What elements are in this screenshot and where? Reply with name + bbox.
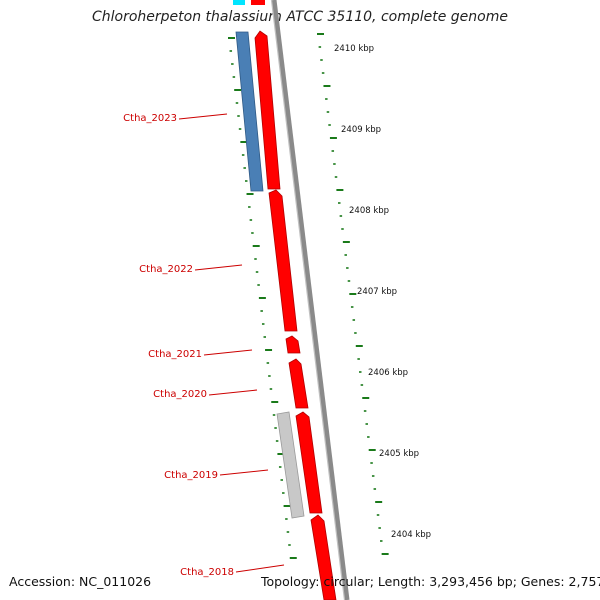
leader-line [235,564,285,573]
genome-summary-text: Topology: circular; Length: 3,293,456 bp… [261,574,600,589]
gc-skew-track-outer [317,33,389,555]
gene-label[interactable]: Ctha_2019 [164,470,218,481]
gene-feature-ctha-2020[interactable] [288,358,309,409]
gene-label[interactable]: Ctha_2021 [148,349,202,360]
gene-label-group-2019[interactable]: Ctha_2019 [164,469,269,481]
gene-feature-ctha-2019-other[interactable] [276,411,305,519]
leader-line [208,389,258,396]
leader-line [178,113,228,120]
accession-text: Accession: NC_011026 [9,574,152,589]
scale-label-2407: 2407 kbp [357,287,397,297]
gene-feature-ctha-2021[interactable] [285,335,301,354]
gene-label-group-2018[interactable]: Ctha_2018 [180,564,285,578]
gene-feature-ctha-2022[interactable] [268,189,298,332]
top-feature-cyan[interactable] [233,0,245,5]
gene-label-group-2022[interactable]: Ctha_2022 [139,264,243,275]
gene-feature-ctha-2023-top[interactable] [254,30,281,190]
gene-label[interactable]: Ctha_2018 [180,567,234,578]
gc-skew-track-inner [228,37,297,559]
gene-label-group-2021[interactable]: Ctha_2021 [148,349,253,360]
scale-label-2405: 2405 kbp [379,449,419,459]
gene-feature-ctha-2018[interactable] [310,514,337,600]
gene-feature-ctha-2019[interactable] [295,411,323,514]
gene-label[interactable]: Ctha_2020 [153,389,207,400]
gene-feature-ctha-2023[interactable] [235,31,264,192]
leader-line [219,469,269,476]
scale-label-2408: 2408 kbp [349,206,389,216]
gene-label-group-2020[interactable]: Ctha_2020 [153,389,258,400]
leader-line [203,349,253,356]
leader-line [194,264,243,271]
gene-label[interactable]: Ctha_2022 [139,264,193,275]
top-feature-red[interactable] [251,0,265,5]
backbone-line [271,0,350,600]
scale-label-2404: 2404 kbp [391,530,431,540]
backbone-highlight [270,0,346,600]
gene-label-group-2023[interactable]: Ctha_2023 [123,113,228,124]
scale-label-2406: 2406 kbp [368,368,408,378]
scale-label-2409: 2409 kbp [341,125,381,135]
scale-label-2410: 2410 kbp [334,44,374,54]
map-title: Chloroherpeton thalassium ATCC 35110, co… [92,9,508,25]
gene-label[interactable]: Ctha_2023 [123,113,177,124]
